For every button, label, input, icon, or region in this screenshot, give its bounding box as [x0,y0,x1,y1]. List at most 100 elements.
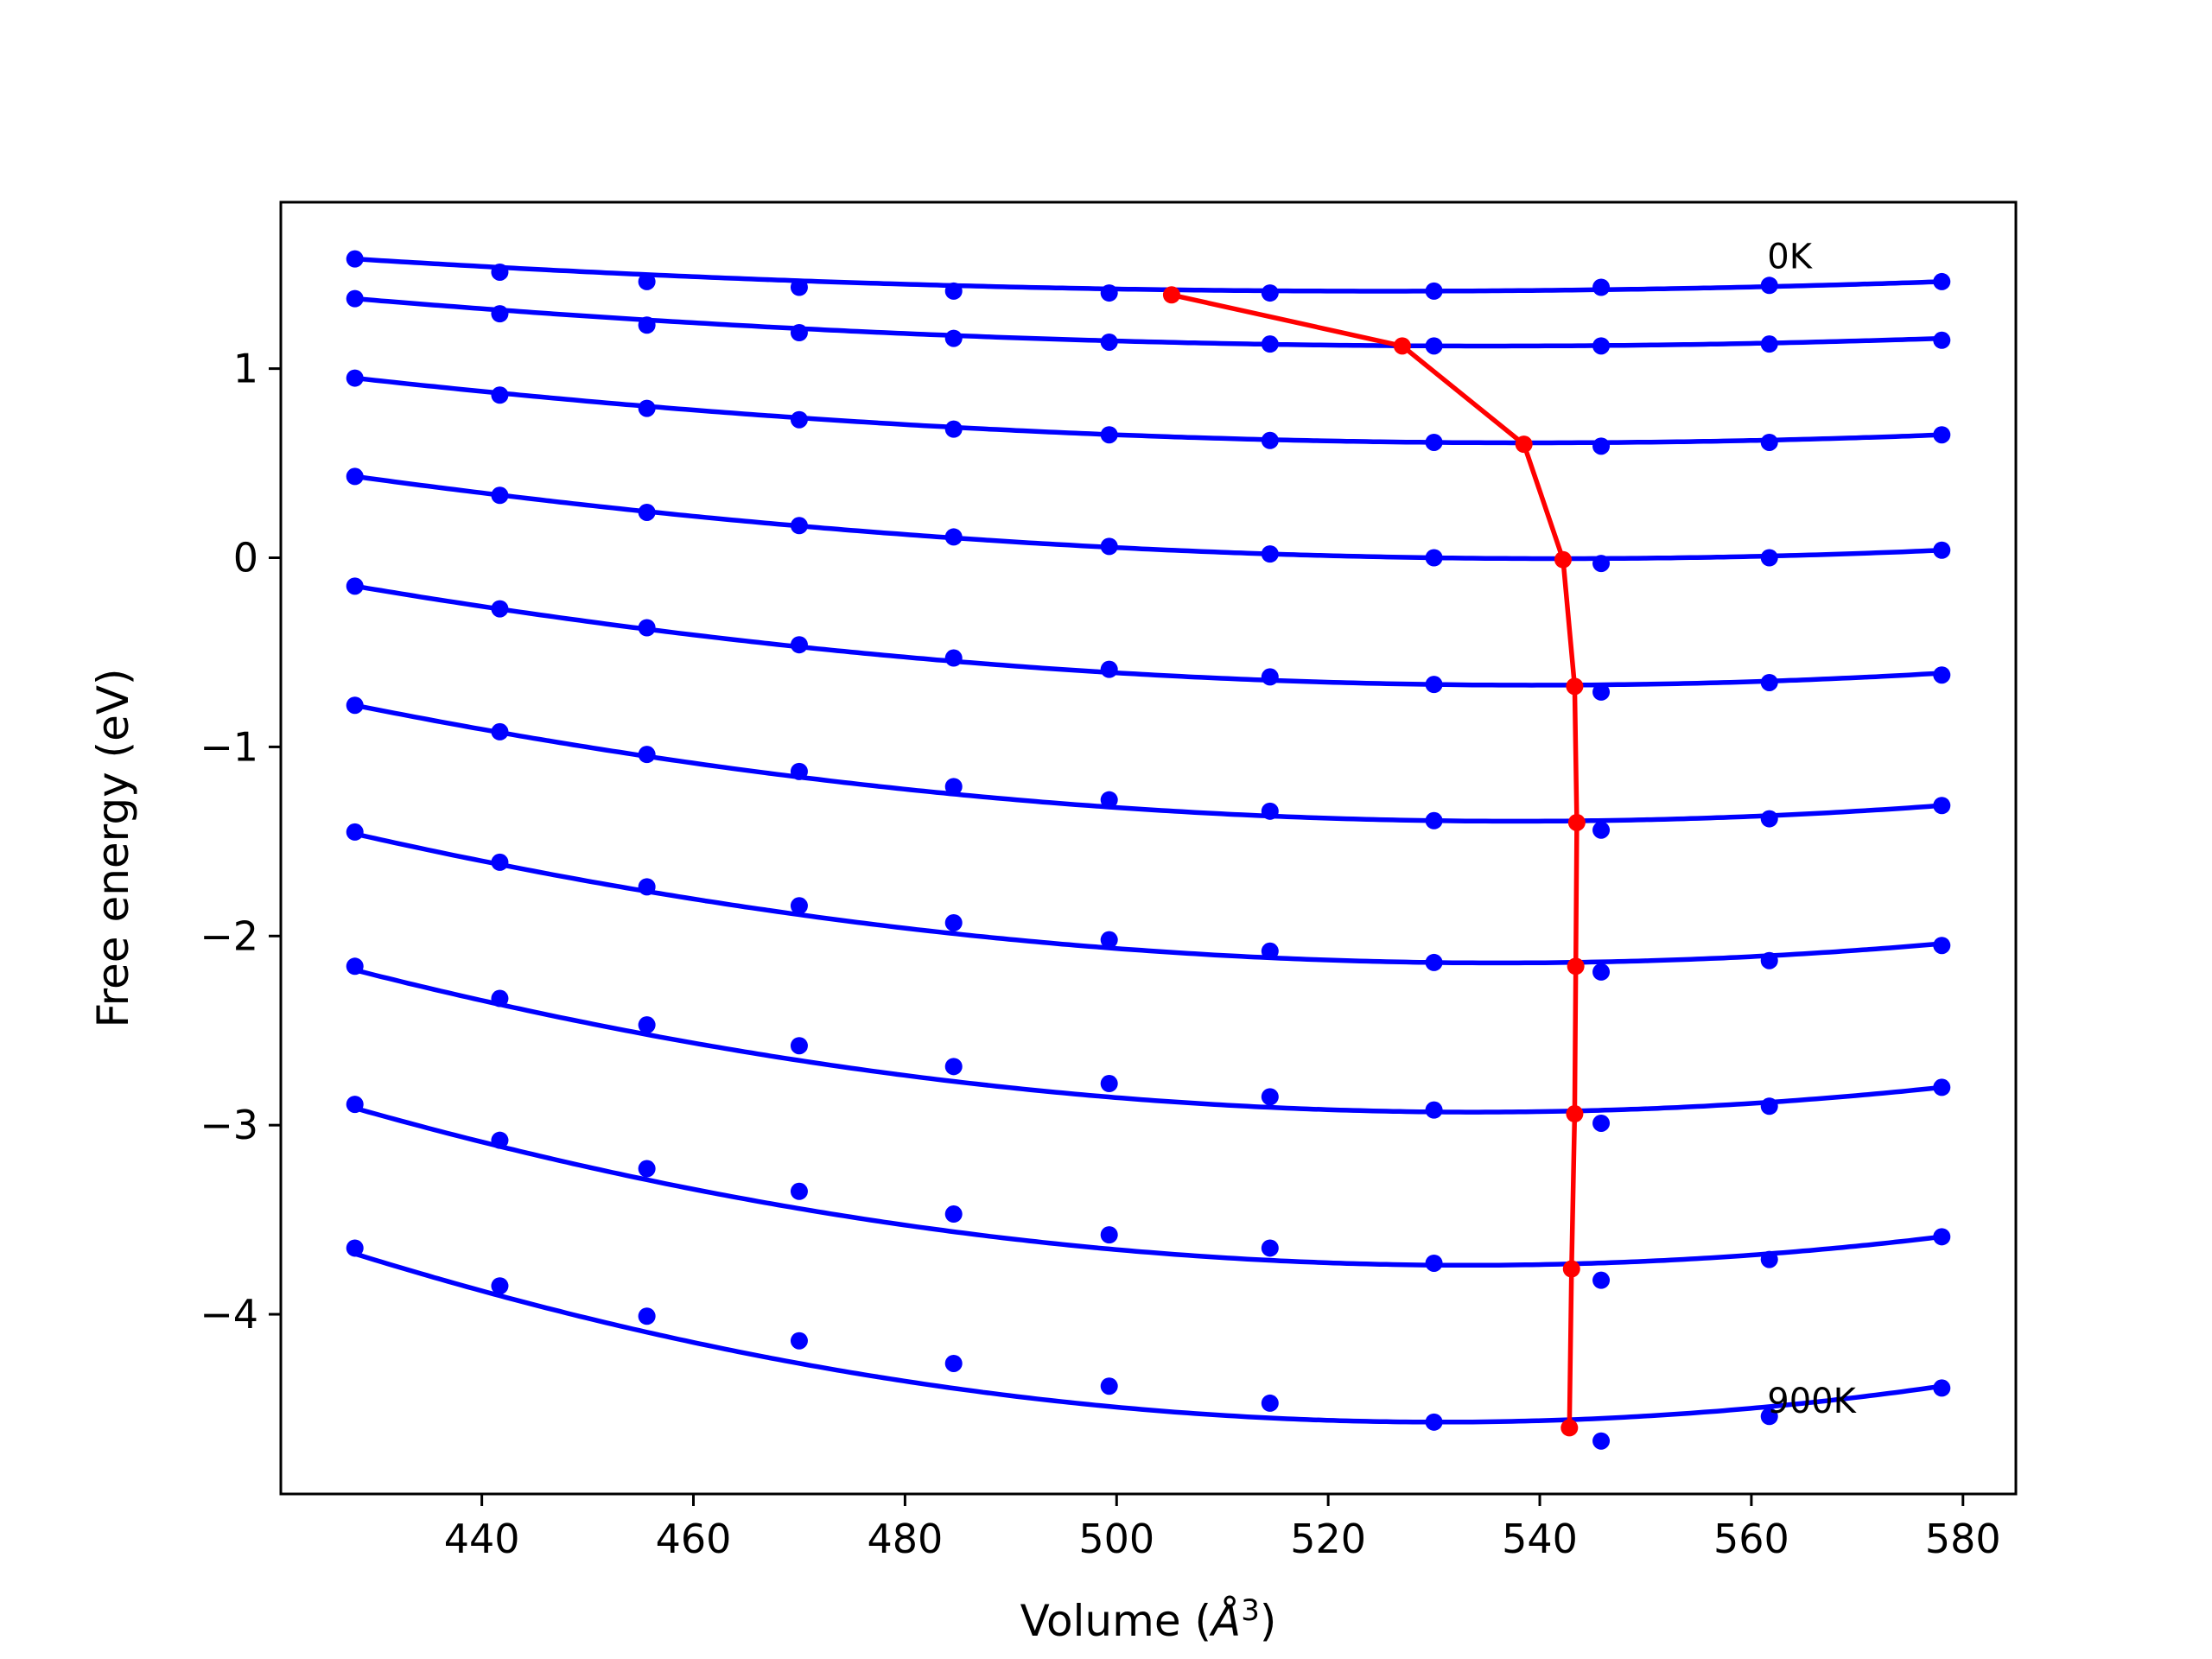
x-tick-label: 560 [1713,1516,1789,1562]
series-3-point [1100,537,1118,556]
series-5-point [1100,791,1118,809]
series-5-point [1592,821,1611,839]
x-tick-label: 480 [867,1516,943,1562]
series-4-point [944,649,963,667]
series-0-point [1261,284,1279,302]
series-3-point [944,528,963,546]
series-4-point [1425,676,1443,694]
series-4-point [1261,668,1279,686]
series-7-point [1933,1078,1951,1096]
series-9-point [491,1277,509,1295]
series-7-point [1760,1097,1778,1116]
series-3-point [1261,545,1279,563]
series-6-point [491,853,509,871]
series-layer [346,250,1951,1450]
series-6-point [346,823,364,841]
x-tick-label: 440 [444,1516,520,1562]
series-8-point [1592,1271,1611,1289]
minimum-path-point [1562,1260,1580,1278]
series-2-point [1100,426,1118,444]
annotation-layer: 0K 900K [1767,238,1857,1421]
minimum-path-point [1393,337,1411,355]
annotation-label: 0K [1767,238,1813,277]
x-tick-label: 540 [1502,1516,1578,1562]
series-9-point [1261,1394,1279,1412]
series-6-point [790,897,808,915]
series-curve-4 [354,583,1942,688]
series-3-point [1592,555,1611,573]
series-9-point [1592,1432,1611,1450]
series-5-point [1425,811,1443,830]
series-2-point [1592,437,1611,455]
series-curve-0 [354,256,1942,294]
series-8-point [1100,1226,1118,1244]
series-9-point [1100,1377,1118,1395]
series-8-point [346,1096,364,1114]
series-6-point [1933,937,1951,955]
series-0-point [1933,272,1951,290]
series-2-point [944,420,963,438]
series-3-point [1933,541,1951,559]
series-4-point [790,636,808,654]
x-axis-title-close: ) [1260,1596,1277,1646]
series-7-point [638,1016,656,1034]
series-8-point [1425,1254,1443,1272]
y-tick-label: −3 [200,1102,258,1148]
series-3-point [491,486,509,505]
series-3-point [1760,549,1778,567]
minimum-path-point [1560,1419,1579,1437]
minimum-path-point [1162,286,1180,304]
series-7-point [491,989,509,1007]
minimum-path-point [1515,435,1533,454]
series-8-point [1261,1239,1279,1257]
series-6-point [944,913,963,931]
series-2-point [1425,433,1443,451]
series-5-point [491,722,509,741]
series-0-point [346,250,364,268]
minimum-path-point [1566,1105,1584,1123]
series-5-point [346,696,364,715]
series-9-point [944,1354,963,1372]
y-tick-label: −4 [200,1291,258,1338]
series-5-point [944,778,963,796]
series-1-point [1592,337,1611,355]
y-tick-label: −2 [200,912,258,959]
series-1-point [1760,335,1778,353]
series-1-point [1933,331,1951,349]
series-3-point [346,467,364,486]
series-curve-6 [354,831,1942,966]
minimum-path-point [1567,813,1586,831]
series-7-point [790,1037,808,1055]
series-5-point [638,746,656,764]
series-1-point [1261,335,1279,353]
series-8-point [944,1205,963,1224]
series-4-point [638,619,656,637]
series-curve-3 [354,474,1942,562]
series-6-point [638,878,656,896]
series-0-point [1760,276,1778,295]
series-4-point [491,600,509,618]
series-2-point [346,369,364,387]
series-9-point [638,1307,656,1325]
series-1-point [1100,333,1118,351]
y-axis-title: Free energy (eV) [88,668,138,1027]
series-2-point [638,399,656,417]
series-6-point [1592,963,1611,981]
x-tick-label: 520 [1290,1516,1366,1562]
x-axis-title: Volume (Å3) [1020,1593,1277,1646]
series-5-point [1933,797,1951,815]
series-8-point [790,1182,808,1200]
series-9-point [1425,1413,1443,1431]
series-1-point [944,329,963,347]
x-tick-label: 580 [1925,1516,2001,1562]
series-3-point [790,517,808,535]
minimum-path-point [1567,957,1585,976]
series-7-point [346,957,364,976]
x-tick-label: 460 [656,1516,732,1562]
series-1-point [346,289,364,308]
series-7-point [1425,1101,1443,1119]
series-5-point [790,762,808,780]
minimum-path-point [1566,677,1584,696]
series-7-point [1100,1075,1118,1093]
